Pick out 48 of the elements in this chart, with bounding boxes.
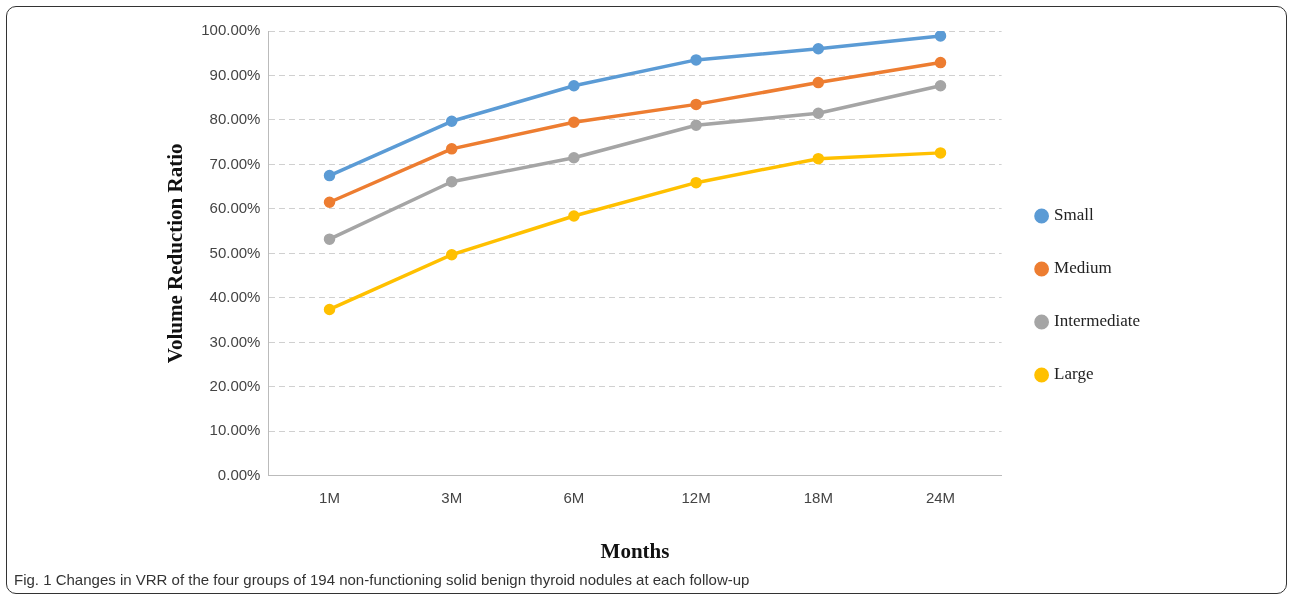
- point: [568, 152, 580, 164]
- x-tick-label: 12M: [681, 488, 711, 506]
- y-tick-label: 40.00%: [209, 288, 261, 306]
- point: [690, 119, 702, 132]
- point: [690, 176, 702, 189]
- x-tick-label: 18M: [803, 488, 833, 506]
- y-tick-label: 90.00%: [209, 65, 261, 83]
- point: [812, 152, 825, 165]
- y-tick-label: 60.00%: [209, 199, 261, 217]
- x-axis-title: Months: [600, 538, 670, 563]
- point: [445, 248, 458, 261]
- legend-label: Small: [1054, 205, 1095, 225]
- y-tick-label: 100.00%: [201, 21, 261, 39]
- y-tick-label: 30.00%: [209, 332, 261, 350]
- point: [812, 43, 825, 55]
- x-tick-label: 3M: [441, 488, 463, 506]
- point: [323, 196, 336, 208]
- x-tick-label: 24M: [925, 488, 956, 506]
- x-tick-label: 6M: [563, 488, 585, 506]
- point: [445, 143, 458, 155]
- caption: Fig. 1 Changes in VRR of the four groups of 194 non-functioning solid benign thyroid nodules at each follow-up: [14, 571, 750, 588]
- point: [568, 210, 580, 222]
- point: [445, 176, 458, 188]
- point: [568, 116, 580, 128]
- point: [812, 76, 825, 89]
- legend-label: Large: [1054, 364, 1094, 384]
- y-axis-title: Volume Reduction Ratio: [163, 143, 188, 364]
- y-tick-label: 10.00%: [209, 421, 261, 439]
- point: [323, 233, 336, 245]
- y-tick-label: 20.00%: [209, 376, 261, 394]
- y-tick-label: 70.00%: [209, 154, 261, 172]
- legend-label: Intermediate: [1054, 311, 1141, 331]
- point: [934, 79, 947, 92]
- point: [690, 98, 702, 111]
- point: [568, 79, 580, 92]
- y-tick-label: 0.00%: [217, 465, 261, 483]
- legend-label: Medium: [1054, 258, 1112, 278]
- point: [445, 115, 458, 128]
- y-tick-label: 50.00%: [209, 243, 261, 261]
- point: [934, 56, 947, 69]
- point: [934, 31, 947, 42]
- x-tick-label: 1M: [319, 488, 340, 506]
- point: [323, 169, 336, 182]
- point: [323, 303, 336, 316]
- point: [812, 107, 825, 120]
- point: [934, 147, 947, 159]
- y-tick-label: 80.00%: [209, 110, 261, 128]
- point: [690, 54, 702, 66]
